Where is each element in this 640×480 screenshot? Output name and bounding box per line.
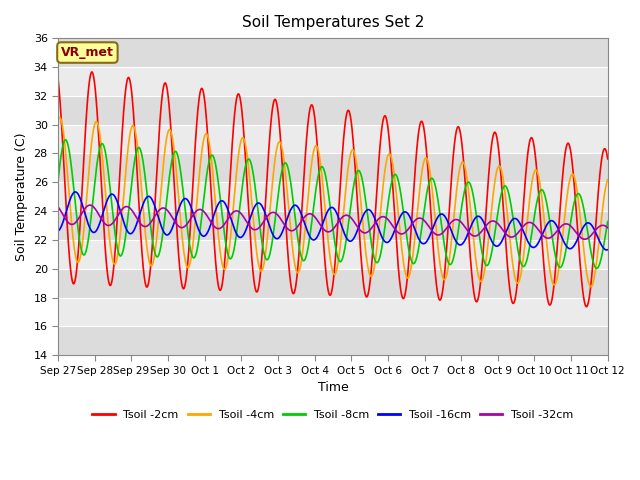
Bar	[58, 96, 608, 125]
Bar	[58, 240, 608, 269]
Tsoil -4cm	[588, 283, 596, 288]
Text: VR_met: VR_met	[61, 46, 114, 59]
Tsoil -2cm	[588, 267, 596, 273]
Tsoil -32cm	[83, 204, 90, 210]
Tsoil -8cm	[54, 176, 62, 182]
Tsoil -2cm	[307, 102, 315, 108]
Line: Tsoil -4cm: Tsoil -4cm	[58, 118, 608, 287]
Tsoil -8cm	[588, 254, 596, 260]
Tsoil -2cm	[83, 115, 90, 120]
Tsoil -4cm	[83, 196, 90, 202]
Line: Tsoil -2cm: Tsoil -2cm	[58, 72, 608, 307]
Tsoil -16cm	[588, 223, 596, 228]
Tsoil -32cm	[86, 202, 93, 208]
Tsoil -4cm	[487, 210, 495, 216]
X-axis label: Time: Time	[317, 381, 348, 394]
Bar	[58, 125, 608, 154]
Tsoil -8cm	[307, 224, 315, 230]
Tsoil -2cm	[588, 270, 596, 276]
Tsoil -8cm	[322, 173, 330, 179]
Tsoil -4cm	[54, 117, 62, 122]
Bar	[58, 182, 608, 211]
Tsoil -16cm	[588, 222, 596, 228]
Bar	[58, 326, 608, 355]
Tsoil -2cm	[487, 145, 495, 151]
Tsoil -16cm	[72, 189, 79, 195]
Tsoil -8cm	[588, 253, 596, 259]
Tsoil -32cm	[307, 211, 315, 217]
Bar	[58, 269, 608, 298]
Bar	[58, 38, 608, 67]
Tsoil -8cm	[61, 137, 69, 143]
Tsoil -2cm	[322, 267, 330, 273]
Tsoil -8cm	[83, 246, 90, 252]
Line: Tsoil -8cm: Tsoil -8cm	[58, 140, 608, 268]
Line: Tsoil -16cm: Tsoil -16cm	[58, 192, 608, 250]
Tsoil -16cm	[322, 213, 330, 218]
Tsoil -8cm	[604, 219, 612, 225]
Tsoil -16cm	[604, 247, 612, 252]
Tsoil -4cm	[587, 284, 595, 289]
Bar	[58, 67, 608, 96]
Tsoil -16cm	[603, 247, 611, 253]
Tsoil -16cm	[487, 237, 495, 243]
Tsoil -4cm	[322, 212, 330, 218]
Legend: Tsoil -2cm, Tsoil -4cm, Tsoil -8cm, Tsoil -16cm, Tsoil -32cm: Tsoil -2cm, Tsoil -4cm, Tsoil -8cm, Tsoi…	[88, 405, 578, 424]
Tsoil -16cm	[54, 228, 62, 234]
Bar	[58, 298, 608, 326]
Tsoil -32cm	[487, 218, 495, 224]
Tsoil -32cm	[604, 225, 612, 231]
Tsoil -2cm	[88, 69, 95, 75]
Tsoil -32cm	[588, 231, 596, 237]
Tsoil -4cm	[604, 177, 612, 182]
Line: Tsoil -32cm: Tsoil -32cm	[58, 205, 608, 239]
Tsoil -4cm	[56, 115, 63, 120]
Y-axis label: Soil Temperature (C): Soil Temperature (C)	[15, 132, 28, 261]
Tsoil -2cm	[54, 77, 62, 83]
Tsoil -4cm	[588, 282, 596, 288]
Tsoil -2cm	[604, 156, 612, 162]
Tsoil -32cm	[581, 236, 589, 242]
Bar	[58, 154, 608, 182]
Tsoil -4cm	[307, 165, 315, 170]
Tsoil -8cm	[593, 265, 600, 271]
Tsoil -32cm	[588, 231, 596, 237]
Title: Soil Temperatures Set 2: Soil Temperatures Set 2	[242, 15, 424, 30]
Tsoil -8cm	[487, 252, 495, 258]
Tsoil -2cm	[582, 304, 590, 310]
Tsoil -32cm	[322, 228, 330, 234]
Tsoil -32cm	[54, 204, 62, 210]
Bar	[58, 211, 608, 240]
Tsoil -16cm	[83, 216, 90, 222]
Tsoil -16cm	[307, 236, 315, 241]
